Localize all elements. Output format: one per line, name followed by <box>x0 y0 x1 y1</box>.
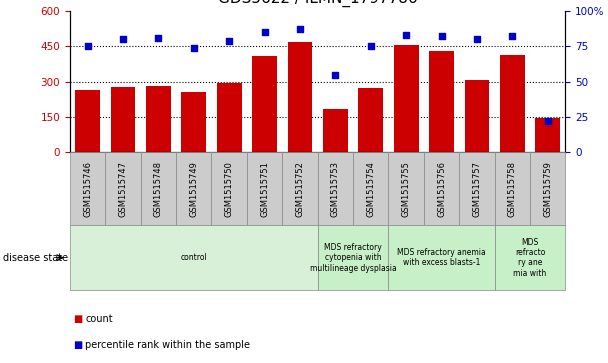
Bar <box>70 152 105 225</box>
Bar <box>429 51 454 152</box>
Point <box>331 72 340 77</box>
Point <box>437 33 446 39</box>
Bar <box>465 81 489 152</box>
Text: ■: ■ <box>73 314 82 325</box>
Point <box>543 118 553 124</box>
Bar <box>217 83 241 152</box>
Bar <box>389 152 424 225</box>
Text: GSM1515749: GSM1515749 <box>189 161 198 217</box>
Text: GSM1515758: GSM1515758 <box>508 161 517 217</box>
Text: GSM1515746: GSM1515746 <box>83 161 92 217</box>
Text: GSM1515750: GSM1515750 <box>225 161 233 217</box>
Text: GDS5622 / ILMN_1797786: GDS5622 / ILMN_1797786 <box>218 0 418 7</box>
Text: GSM1515756: GSM1515756 <box>437 161 446 217</box>
Text: MDS refractory
cytopenia with
multilineage dysplasia: MDS refractory cytopenia with multilinea… <box>309 243 396 273</box>
Bar <box>424 152 459 225</box>
Bar <box>181 92 206 152</box>
Point <box>401 32 411 38</box>
Text: GSM1515748: GSM1515748 <box>154 161 163 217</box>
Bar <box>323 109 348 152</box>
Text: ■: ■ <box>73 340 82 350</box>
Bar <box>530 152 565 225</box>
Point <box>295 26 305 32</box>
Bar <box>358 87 383 152</box>
Text: GSM1515759: GSM1515759 <box>543 161 552 217</box>
Bar <box>105 152 140 225</box>
Point <box>366 44 376 49</box>
Bar <box>394 45 418 152</box>
Text: disease state: disease state <box>3 253 68 263</box>
Text: GSM1515757: GSM1515757 <box>472 161 482 217</box>
Point <box>260 29 269 35</box>
Bar <box>282 152 317 225</box>
Point <box>189 45 199 50</box>
Bar <box>140 152 176 225</box>
Bar <box>70 225 317 290</box>
Text: GSM1515753: GSM1515753 <box>331 161 340 217</box>
Text: control: control <box>181 253 207 262</box>
Bar <box>495 152 530 225</box>
Bar <box>500 54 525 152</box>
Bar <box>247 152 282 225</box>
Bar <box>389 225 495 290</box>
Bar <box>212 152 247 225</box>
Point <box>508 33 517 39</box>
Text: GSM1515755: GSM1515755 <box>402 161 410 217</box>
Text: MDS
refracto
ry ane
mia with: MDS refracto ry ane mia with <box>513 238 547 278</box>
Point <box>83 44 92 49</box>
Bar <box>536 118 560 152</box>
Bar <box>459 152 495 225</box>
Bar <box>288 41 313 152</box>
Point <box>154 35 164 41</box>
Bar <box>111 87 136 152</box>
Bar <box>317 152 353 225</box>
Text: GSM1515752: GSM1515752 <box>295 161 305 217</box>
Bar <box>495 225 565 290</box>
Point <box>224 38 234 44</box>
Text: GSM1515754: GSM1515754 <box>366 161 375 217</box>
Bar <box>75 90 100 152</box>
Point <box>118 36 128 42</box>
Bar <box>176 152 212 225</box>
Bar <box>146 86 171 152</box>
Text: MDS refractory anemia
with excess blasts-1: MDS refractory anemia with excess blasts… <box>397 248 486 268</box>
Text: percentile rank within the sample: percentile rank within the sample <box>85 340 250 350</box>
Text: count: count <box>85 314 112 325</box>
Bar <box>353 152 389 225</box>
Text: GSM1515747: GSM1515747 <box>119 161 128 217</box>
Point <box>472 36 482 42</box>
Bar <box>252 56 277 152</box>
Bar <box>317 225 389 290</box>
Text: GSM1515751: GSM1515751 <box>260 161 269 217</box>
